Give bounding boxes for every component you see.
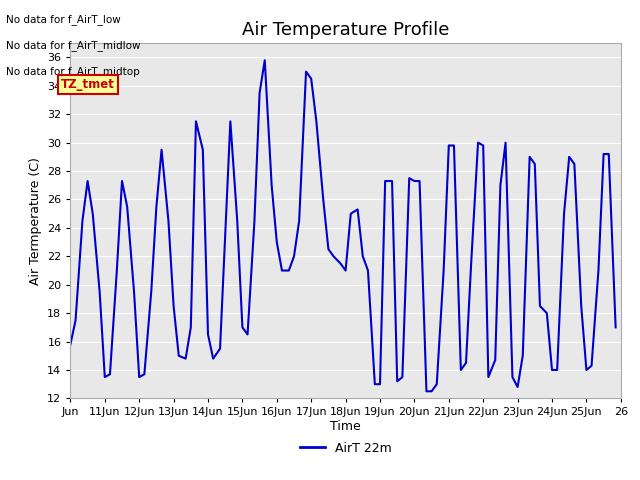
Text: No data for f_AirT_midlow: No data for f_AirT_midlow bbox=[6, 40, 141, 51]
Title: Air Temperature Profile: Air Temperature Profile bbox=[242, 21, 449, 39]
Text: No data for f_AirT_midtop: No data for f_AirT_midtop bbox=[6, 66, 140, 77]
Y-axis label: Air Termperature (C): Air Termperature (C) bbox=[29, 157, 42, 285]
Text: No data for f_AirT_low: No data for f_AirT_low bbox=[6, 14, 121, 25]
X-axis label: Time: Time bbox=[330, 420, 361, 433]
Text: TZ_tmet: TZ_tmet bbox=[61, 78, 115, 91]
Legend: AirT 22m: AirT 22m bbox=[295, 437, 396, 460]
